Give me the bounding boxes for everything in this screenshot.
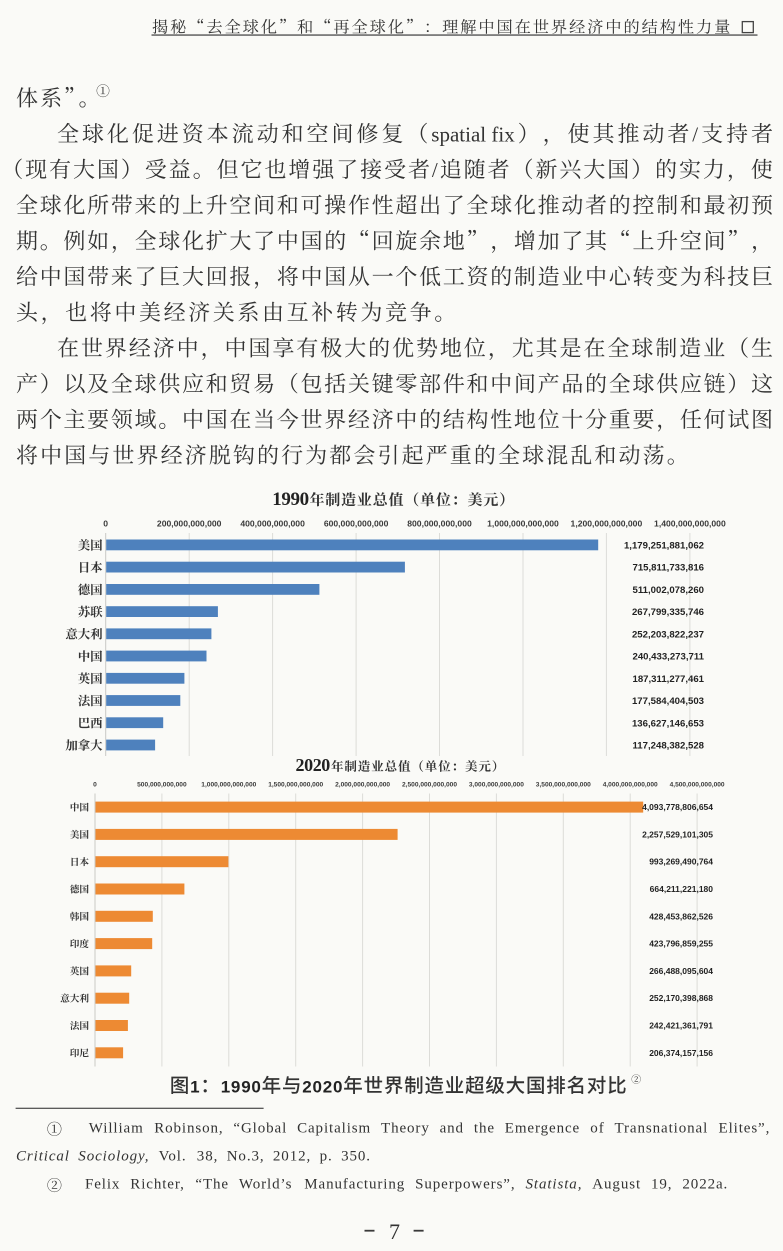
svg-text:3,500,000,000,000: 3,500,000,000,000	[536, 781, 591, 788]
svg-text:Theory: Theory	[381, 1120, 430, 1136]
svg-text:/: /	[692, 122, 698, 146]
svg-text:4,500,000,000,000: 4,500,000,000,000	[670, 781, 725, 788]
svg-text:7: 7	[389, 1219, 400, 1244]
svg-text:2,257,529,101,305: 2,257,529,101,305	[642, 829, 713, 839]
svg-text:p.: p.	[320, 1148, 333, 1164]
svg-text:No.3,: No.3,	[227, 1148, 265, 1164]
svg-text:9: 9	[241, 1077, 250, 1096]
svg-text:Robinson,: Robinson,	[154, 1120, 223, 1136]
svg-text:0: 0	[93, 781, 97, 788]
svg-text:Critical: Critical	[16, 1148, 70, 1164]
svg-text:350.: 350.	[341, 1148, 371, 1164]
svg-text:1,000,000,000,000: 1,000,000,000,000	[487, 518, 559, 528]
svg-text:of: of	[590, 1120, 604, 1136]
svg-text:2: 2	[323, 1077, 332, 1096]
svg-text:9: 9	[231, 1077, 240, 1096]
svg-text:William: William	[89, 1120, 144, 1136]
svg-text:266,488,095,604: 266,488,095,604	[649, 966, 713, 976]
svg-text:Sociology,: Sociology,	[78, 1148, 149, 1164]
svg-text:spatial fix: spatial fix	[431, 122, 515, 146]
svg-text:428,453,862,526: 428,453,862,526	[649, 911, 713, 921]
svg-text:1,179,251,881,062: 1,179,251,881,062	[624, 541, 704, 552]
svg-text:252,170,398,868: 252,170,398,868	[649, 993, 713, 1003]
svg-text:200,000,000,000: 200,000,000,000	[157, 518, 222, 528]
svg-text:0: 0	[333, 1077, 342, 1096]
svg-text:Felix: Felix	[85, 1176, 120, 1192]
svg-text:1,400,000,000,000: 1,400,000,000,000	[654, 518, 726, 528]
svg-text:2020: 2020	[296, 755, 331, 775]
svg-text:/: /	[432, 158, 438, 182]
svg-text:715,811,733,816: 715,811,733,816	[633, 563, 705, 574]
svg-text:993,269,490,764: 993,269,490,764	[649, 857, 713, 867]
svg-text:1,200,000,000,000: 1,200,000,000,000	[571, 518, 643, 528]
svg-text:177,584,404,503: 177,584,404,503	[632, 696, 704, 707]
svg-text:206,374,157,156: 206,374,157,156	[649, 1048, 713, 1058]
svg-text:2022a.: 2022a.	[682, 1176, 728, 1192]
svg-text:600,000,000,000: 600,000,000,000	[324, 518, 389, 528]
svg-text:Manufacturing: Manufacturing	[304, 1176, 405, 1192]
svg-text:240,433,273,711: 240,433,273,711	[633, 652, 705, 663]
svg-text:2012,: 2012,	[273, 1148, 311, 1164]
svg-text:Vol.: Vol.	[159, 1148, 187, 1164]
svg-text:19,: 19,	[651, 1176, 672, 1192]
svg-text:1: 1	[221, 1077, 230, 1096]
svg-text:“The: “The	[195, 1176, 229, 1192]
svg-text:0: 0	[251, 1077, 260, 1096]
svg-text:800,000,000,000: 800,000,000,000	[407, 518, 472, 528]
svg-text:August: August	[592, 1176, 641, 1192]
svg-text:Statista,: Statista,	[526, 1176, 583, 1192]
svg-text:2,500,000,000,000: 2,500,000,000,000	[402, 781, 457, 788]
svg-text:267,799,335,746: 267,799,335,746	[632, 607, 704, 618]
svg-text:Richter,: Richter,	[130, 1176, 185, 1192]
svg-text:664,211,221,180: 664,211,221,180	[650, 884, 714, 894]
svg-text:4,093,778,806,654: 4,093,778,806,654	[642, 802, 713, 812]
svg-text:Superpowers”,: Superpowers”,	[415, 1176, 515, 1192]
svg-text:1,500,000,000,000: 1,500,000,000,000	[268, 781, 323, 788]
svg-text:242,421,361,791: 242,421,361,791	[649, 1021, 713, 1031]
svg-text:3,000,000,000,000: 3,000,000,000,000	[469, 781, 524, 788]
svg-text:Emergence: Emergence	[505, 1120, 580, 1136]
svg-text:1990: 1990	[272, 489, 308, 510]
svg-text:500,000,000,000: 500,000,000,000	[137, 781, 187, 788]
svg-text:1: 1	[190, 1077, 199, 1096]
svg-text:the: the	[474, 1120, 495, 1136]
svg-text:4,000,000,000,000: 4,000,000,000,000	[603, 781, 658, 788]
svg-text:252,203,822,237: 252,203,822,237	[632, 629, 704, 640]
svg-text:38,: 38,	[197, 1148, 218, 1164]
svg-text:Transnational: Transnational	[615, 1120, 709, 1136]
svg-text:136,627,146,653: 136,627,146,653	[632, 718, 704, 729]
svg-text:400,000,000,000: 400,000,000,000	[240, 518, 305, 528]
svg-text:“Global: “Global	[233, 1120, 287, 1136]
svg-text:2: 2	[302, 1077, 311, 1096]
svg-text:1,000,000,000,000: 1,000,000,000,000	[201, 781, 256, 788]
svg-text:187,311,277,461: 187,311,277,461	[633, 674, 705, 685]
svg-text:Capitalism: Capitalism	[297, 1120, 371, 1136]
svg-text:World’s: World’s	[239, 1176, 292, 1192]
svg-text:Elites”,: Elites”,	[719, 1120, 771, 1136]
svg-text:0: 0	[313, 1077, 322, 1096]
svg-text:423,796,859,255: 423,796,859,255	[649, 939, 713, 949]
svg-text:and: and	[440, 1120, 464, 1136]
svg-text:0: 0	[103, 518, 108, 528]
svg-text:117,248,382,528: 117,248,382,528	[633, 741, 705, 752]
svg-text:2,000,000,000,000: 2,000,000,000,000	[335, 781, 390, 788]
svg-text:511,002,078,260: 511,002,078,260	[633, 585, 705, 596]
